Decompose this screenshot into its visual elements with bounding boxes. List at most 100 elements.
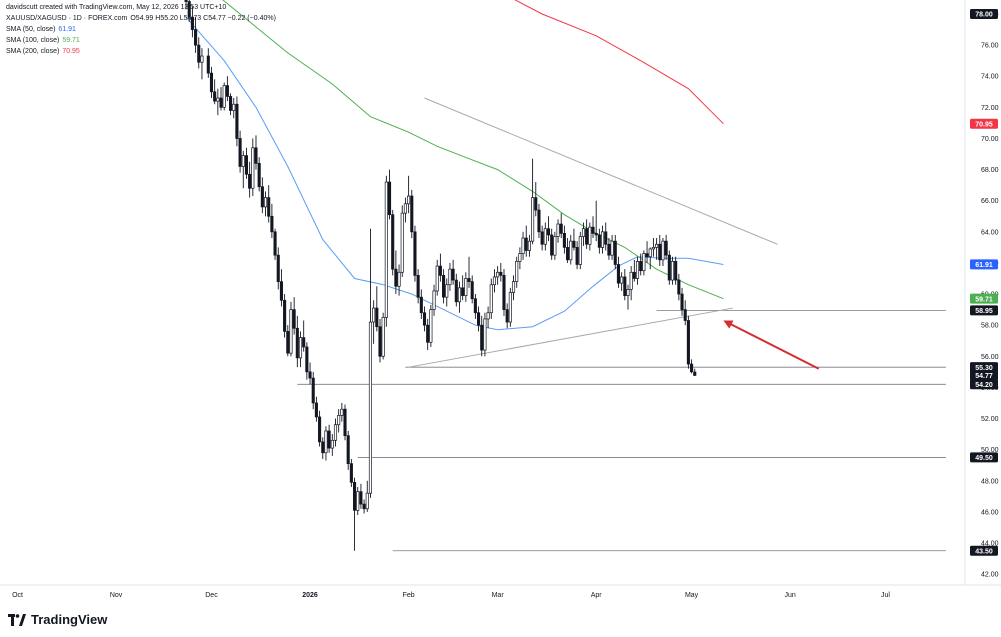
- candle-body-down: [467, 278, 471, 282]
- candle-body-down: [566, 247, 570, 261]
- sma-line: [514, 0, 724, 125]
- ohlc-text: O54.99 H55.20 L54.73 C54.77 −0.22 (−0.40…: [130, 15, 276, 22]
- created-by-line: davidscutt created with TradingView.com,…: [6, 4, 229, 11]
- tradingview-logo[interactable]: TradingView: [8, 612, 107, 627]
- candle: [232, 98, 236, 119]
- candle: [413, 225, 417, 282]
- candle: [623, 269, 627, 301]
- candle-body-down: [607, 243, 611, 256]
- candle: [222, 82, 226, 111]
- candle-body-up: [515, 261, 519, 282]
- candle: [235, 96, 239, 147]
- candle: [397, 264, 401, 296]
- price-badge: 43.50: [970, 545, 998, 556]
- candle: [276, 247, 280, 290]
- candle: [225, 76, 229, 102]
- candle: [429, 304, 433, 347]
- candle: [492, 269, 496, 293]
- candle-body-up: [400, 212, 404, 273]
- candle: [343, 404, 347, 441]
- candle: [333, 418, 338, 447]
- candle: [403, 197, 407, 223]
- candle: [604, 222, 608, 251]
- candle: [454, 273, 458, 307]
- candle-body-down: [426, 324, 430, 343]
- candle-body-down: [499, 271, 503, 276]
- candle-body-up: [368, 321, 373, 494]
- candle-body-down: [184, 0, 188, 2]
- price-badge-label: 61.91: [975, 262, 993, 269]
- candle: [664, 234, 668, 260]
- candle-body-down: [279, 281, 283, 301]
- candle: [670, 256, 675, 285]
- candle: [391, 210, 395, 276]
- candle: [534, 182, 538, 217]
- candle: [597, 228, 601, 254]
- price-badge: 70.95: [970, 118, 998, 129]
- candle: [289, 301, 293, 357]
- candle-body-down: [410, 195, 414, 233]
- candle: [365, 480, 369, 512]
- candle-body-down: [658, 243, 662, 261]
- sma50-value: 61.91: [58, 26, 76, 33]
- candle-body-up: [457, 287, 462, 303]
- price-tick-label: 76.00: [981, 43, 999, 50]
- candle-body-up: [333, 424, 338, 441]
- candle: [327, 424, 331, 453]
- candle-body-down: [311, 377, 315, 404]
- candle-body-up: [403, 203, 407, 214]
- candle: [200, 48, 204, 80]
- candle-body-down: [321, 441, 325, 454]
- candle-body-down: [451, 268, 455, 281]
- candle-body-up: [486, 312, 490, 320]
- candle: [499, 262, 503, 282]
- time-tick-label: Feb: [403, 592, 415, 599]
- candle-body-down: [391, 214, 395, 270]
- time-tick-label: Jun: [784, 592, 795, 599]
- price-badge: 54.77: [970, 370, 998, 381]
- candle: [693, 368, 697, 377]
- candle: [642, 250, 646, 276]
- candle-body-down: [677, 279, 681, 295]
- sma50-legend[interactable]: SMA (50, close) 61.91: [6, 26, 79, 33]
- candle: [448, 262, 452, 291]
- sma100-legend[interactable]: SMA (100, close) 59.71: [6, 37, 83, 44]
- price-tick-label: 50.00: [981, 447, 999, 454]
- candle: [661, 238, 665, 267]
- price-badge-label: 58.95: [975, 308, 993, 315]
- candle: [368, 228, 373, 498]
- candle: [445, 278, 449, 307]
- sma200-legend[interactable]: SMA (200, close) 70.95: [6, 48, 83, 55]
- price-tick-label: 48.00: [981, 478, 999, 485]
- candle-body-up: [648, 248, 652, 258]
- candle-body-down: [229, 96, 233, 111]
- candle: [416, 269, 420, 304]
- candle: [241, 150, 245, 189]
- candle-body-up: [626, 289, 630, 296]
- candle: [464, 272, 468, 302]
- red-arrow: [723, 320, 820, 370]
- candle-body-down: [422, 312, 427, 326]
- candle: [206, 48, 210, 78]
- candle: [375, 286, 379, 332]
- candle-body-up: [531, 197, 535, 242]
- candle-body-up: [298, 337, 303, 359]
- candle: [435, 259, 439, 296]
- candle-body-up: [432, 290, 436, 310]
- candle: [216, 88, 220, 116]
- time-axis: Oct Nov Dec 2026 Feb Mar Apr May Jun Jul: [12, 592, 890, 599]
- candle-body-up: [222, 85, 226, 108]
- candle-body-down: [613, 240, 617, 265]
- candle-body-up: [263, 197, 268, 208]
- candle: [581, 222, 586, 246]
- candle: [184, 0, 188, 10]
- candle-body-down: [597, 234, 601, 248]
- candle: [426, 318, 430, 351]
- candle: [616, 256, 620, 288]
- candle: [620, 272, 624, 291]
- candle-body-down: [594, 233, 598, 236]
- candle-body-up: [251, 147, 255, 189]
- candle-body-up: [483, 318, 487, 351]
- symbol-line: XAUUSD/XAGUSD · 1D · FOREX.com O54.99 H55…: [6, 15, 279, 22]
